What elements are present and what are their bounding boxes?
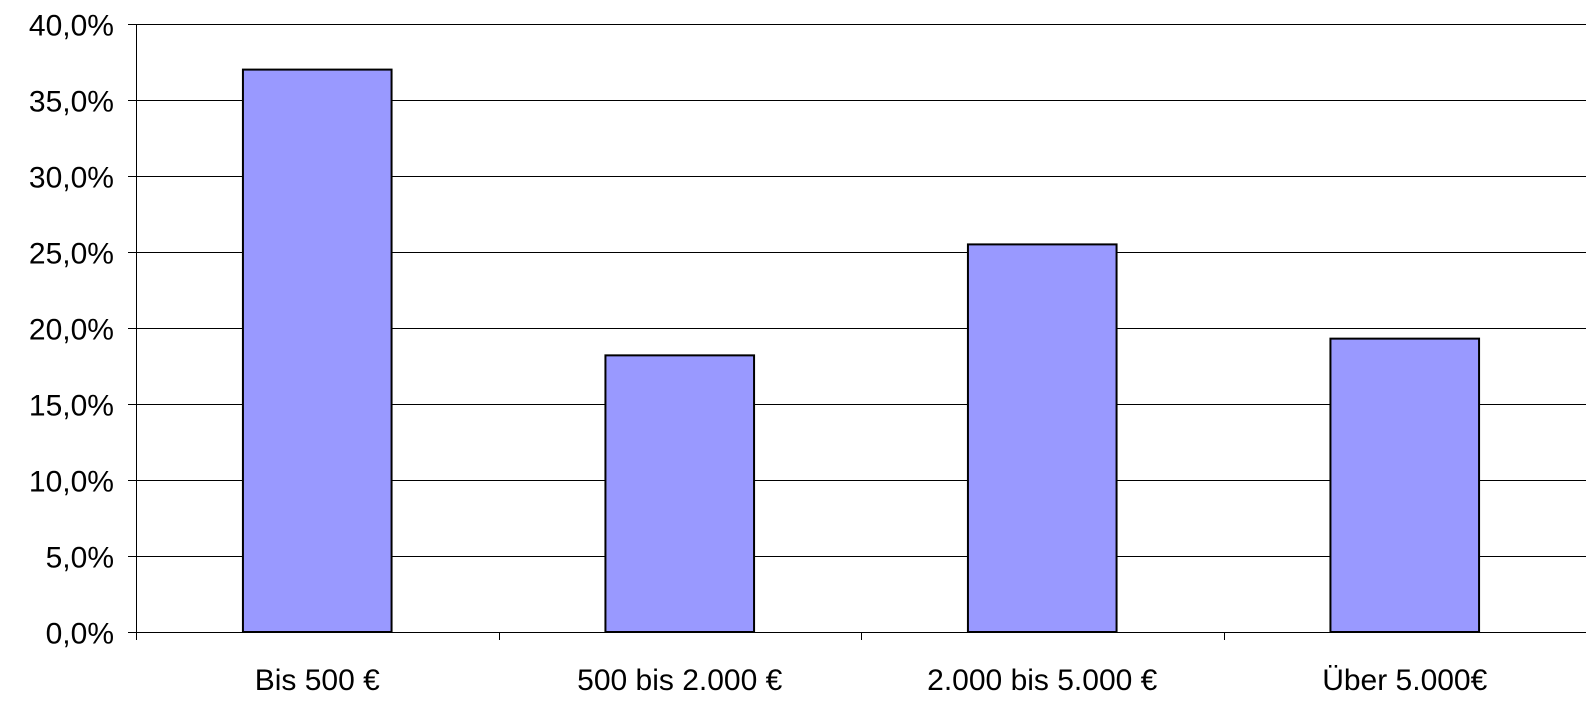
bar xyxy=(966,243,1118,633)
x-tick-label: 500 bis 2.000 € xyxy=(577,664,782,697)
x-tick-label: Über 5.000€ xyxy=(1322,664,1487,697)
y-tick-label: 20,0% xyxy=(29,314,114,347)
y-tick-label: 35,0% xyxy=(29,86,114,119)
y-tick-label: 25,0% xyxy=(29,238,114,271)
bar xyxy=(241,68,393,634)
y-axis-tick-labels: 0,0% 5,0% 10,0% 15,0% 20,0% 25,0% 30,0% 35,0% 40… xyxy=(29,10,114,651)
y-tick-label: 30,0% xyxy=(29,162,114,195)
x-tick-label: 2.000 bis 5.000 € xyxy=(927,664,1158,697)
bar xyxy=(604,354,756,633)
y-tick-label: 10,0% xyxy=(29,466,114,499)
bars xyxy=(241,68,1481,634)
bar xyxy=(1329,337,1481,633)
y-tick-label: 0,0% xyxy=(46,618,114,651)
x-tick-label: Bis 500 € xyxy=(255,664,380,697)
y-tick-label: 5,0% xyxy=(46,542,114,575)
y-tick-label: 15,0% xyxy=(29,390,114,423)
y-tick-label: 40,0% xyxy=(29,10,114,43)
x-axis-tick-labels: Bis 500 € 500 bis 2.000 € 2.000 bis 5.000 … xyxy=(255,664,1488,697)
